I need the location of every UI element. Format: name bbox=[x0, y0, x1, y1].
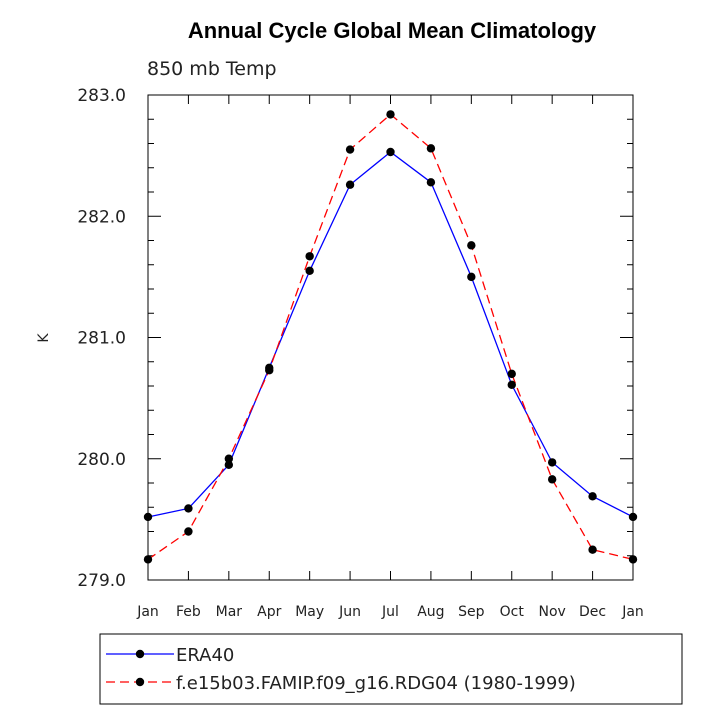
data-point-series-1 bbox=[588, 545, 597, 554]
data-point-series-0 bbox=[547, 458, 557, 467]
data-point-series-1 bbox=[345, 145, 355, 154]
y-tick-label: 282.0 bbox=[77, 207, 126, 227]
data-point-series-1 bbox=[426, 144, 436, 153]
data-point-series-1 bbox=[224, 454, 234, 463]
data-point-series-0 bbox=[507, 380, 516, 389]
data-point-series-1 bbox=[507, 369, 516, 379]
x-tick-label: Feb bbox=[176, 604, 201, 620]
data-point-series-0 bbox=[224, 460, 234, 470]
data-point-series-1 bbox=[305, 252, 314, 261]
x-tick-label: Jun bbox=[338, 604, 361, 620]
x-tick-label: Sep bbox=[458, 604, 485, 620]
legend bbox=[99, 633, 683, 705]
x-tick-label: Aug bbox=[417, 604, 444, 620]
data-point-series-0 bbox=[426, 178, 436, 187]
chart-subtitle: 850 mb Temp bbox=[147, 58, 277, 80]
x-tick-label: Jul bbox=[381, 604, 399, 620]
legend-label-1: f.e15b03.FAMIP.f09_g16.RDG04 (1980-1999) bbox=[176, 673, 576, 694]
x-tick-label: Jan bbox=[621, 604, 644, 620]
plot-frame bbox=[147, 94, 634, 581]
data-point-series-0 bbox=[588, 492, 597, 501]
x-tick-label: Mar bbox=[216, 604, 243, 620]
data-point-series-0 bbox=[386, 147, 395, 157]
y-tick-label: 283.0 bbox=[77, 86, 126, 106]
legend-entries: ERA40 f.e15b03.FAMIP.f09_g16.RDG04 (1980-… bbox=[106, 645, 576, 694]
x-tick-label: Apr bbox=[257, 604, 281, 620]
legend-label-0: ERA40 bbox=[176, 645, 234, 666]
x-tick-label: Jan bbox=[136, 604, 159, 620]
data-point-series-1 bbox=[265, 366, 274, 375]
data-point-series-1 bbox=[184, 527, 193, 536]
data-point-series-0 bbox=[184, 504, 193, 513]
legend-marker-0 bbox=[135, 649, 145, 659]
series-line-1 bbox=[147, 113, 634, 561]
data-point-series-0 bbox=[628, 512, 638, 522]
series-line-0 bbox=[147, 151, 634, 518]
data-point-series-0 bbox=[305, 266, 314, 276]
data-point-series-0 bbox=[143, 512, 153, 522]
data-point-series-1 bbox=[143, 555, 153, 564]
y-axis-label: K bbox=[36, 333, 52, 343]
data-point-series-1 bbox=[467, 241, 476, 250]
y-tick-label: 281.0 bbox=[77, 329, 126, 349]
x-tick-label: Dec bbox=[579, 604, 606, 620]
x-tick-label: Oct bbox=[500, 604, 525, 620]
legend-marker-1 bbox=[135, 677, 145, 687]
axis-ticks: Jan Feb Mar Apr May Jun Jul Aug Sep Oct Nov Dec Jan 2… bbox=[77, 86, 643, 620]
data-point-series-1 bbox=[547, 475, 557, 484]
chart-title: Annual Cycle Global Mean Climatology bbox=[188, 18, 597, 43]
series-markers bbox=[143, 110, 638, 564]
data-point-series-0 bbox=[467, 272, 476, 282]
series-lines bbox=[147, 113, 634, 561]
x-tick-label: Nov bbox=[539, 604, 566, 620]
data-point-series-1 bbox=[386, 110, 395, 119]
data-point-series-0 bbox=[345, 180, 355, 189]
data-point-series-1 bbox=[628, 555, 638, 564]
y-tick-label: 279.0 bbox=[77, 571, 126, 591]
y-tick-label: 280.0 bbox=[77, 450, 126, 470]
x-tick-label: May bbox=[295, 604, 324, 620]
